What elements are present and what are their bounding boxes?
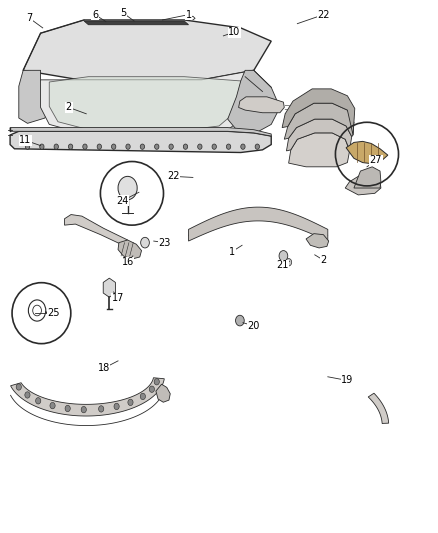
Circle shape [68, 144, 73, 149]
Circle shape [184, 144, 187, 149]
Circle shape [25, 392, 30, 398]
Circle shape [140, 393, 145, 400]
Circle shape [126, 144, 130, 149]
Text: 1: 1 [229, 247, 235, 257]
Text: 23: 23 [159, 238, 171, 248]
Circle shape [83, 144, 87, 149]
Text: 22: 22 [167, 172, 180, 181]
Text: 2: 2 [66, 102, 72, 112]
Circle shape [141, 237, 149, 248]
Polygon shape [19, 70, 53, 123]
Text: 7: 7 [27, 13, 33, 23]
Circle shape [255, 144, 259, 149]
Circle shape [16, 384, 21, 390]
Circle shape [212, 144, 216, 149]
Text: 5: 5 [120, 8, 127, 18]
Polygon shape [103, 278, 116, 297]
Text: 16: 16 [121, 257, 134, 267]
Text: 19: 19 [341, 375, 353, 385]
Circle shape [198, 144, 202, 149]
Polygon shape [239, 97, 284, 113]
Circle shape [25, 144, 30, 149]
Circle shape [112, 144, 116, 149]
Circle shape [154, 378, 159, 385]
Text: 17: 17 [112, 293, 124, 303]
Polygon shape [10, 127, 271, 136]
Circle shape [169, 144, 173, 149]
Text: 10: 10 [228, 27, 240, 37]
Circle shape [128, 399, 133, 406]
Polygon shape [64, 215, 127, 246]
Circle shape [97, 144, 102, 149]
Polygon shape [84, 21, 188, 25]
Text: 24: 24 [116, 196, 129, 206]
Polygon shape [10, 131, 271, 152]
Polygon shape [188, 207, 328, 241]
Circle shape [155, 144, 159, 149]
Circle shape [236, 316, 244, 326]
Circle shape [81, 407, 86, 413]
Text: 27: 27 [369, 156, 382, 165]
Text: 1: 1 [185, 10, 191, 20]
Circle shape [279, 251, 288, 261]
Polygon shape [306, 233, 328, 248]
Text: 25: 25 [47, 308, 60, 318]
Circle shape [54, 144, 58, 149]
Polygon shape [156, 384, 170, 402]
Circle shape [99, 406, 104, 412]
Polygon shape [284, 103, 354, 139]
Polygon shape [282, 89, 355, 135]
Text: 6: 6 [92, 10, 98, 20]
Polygon shape [41, 70, 254, 135]
Text: 2: 2 [320, 255, 327, 265]
Text: 20: 20 [247, 321, 260, 331]
Polygon shape [228, 70, 280, 134]
Polygon shape [118, 240, 141, 259]
Polygon shape [49, 77, 241, 131]
Text: 18: 18 [98, 364, 110, 373]
Circle shape [118, 176, 137, 200]
Polygon shape [286, 119, 352, 151]
Circle shape [286, 259, 292, 266]
Circle shape [114, 403, 119, 410]
Circle shape [50, 402, 55, 409]
Text: 11: 11 [19, 135, 32, 146]
Polygon shape [11, 378, 164, 416]
Polygon shape [289, 133, 350, 167]
Circle shape [241, 144, 245, 149]
Text: 21: 21 [276, 261, 288, 270]
Polygon shape [368, 393, 389, 423]
Polygon shape [23, 20, 271, 80]
Polygon shape [354, 167, 381, 188]
Circle shape [140, 144, 145, 149]
Circle shape [40, 144, 44, 149]
Circle shape [35, 398, 41, 404]
Circle shape [65, 405, 70, 411]
Circle shape [149, 386, 155, 392]
Circle shape [226, 144, 231, 149]
Text: 22: 22 [317, 10, 330, 20]
Polygon shape [345, 175, 381, 195]
Polygon shape [346, 141, 388, 164]
